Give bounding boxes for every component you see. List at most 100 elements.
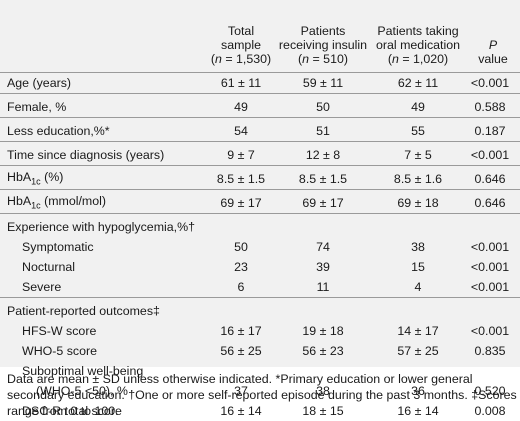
header-insulin: Patients receiving insulin (n = 510): [276, 0, 370, 73]
header-insulin-line1: Patients: [300, 24, 346, 38]
section-heading: Experience with hypoglycemia,%†: [7, 220, 196, 234]
cell-oral: 14 ± 17: [397, 324, 439, 338]
cell-insulin: 39: [316, 260, 330, 274]
table-row: Symptomatic 50 74 38 <0.001: [0, 237, 520, 257]
section-heading: Patient-reported outcomes‡: [7, 304, 160, 318]
table-footnote: Data are mean ± SD unless otherwise indi…: [7, 372, 517, 418]
header-total-line2: sample: [221, 38, 261, 52]
table-row: HbA1c (mmol/mol) 69 ± 17 69 ± 17 69 ± 18…: [0, 189, 520, 214]
row-label-continued: (WHO-5 <50), %: [36, 384, 128, 398]
table-row: HbA1c (%) 8.5 ± 1.5 8.5 ± 1.5 8.5 ± 1.6 …: [0, 165, 520, 190]
cell-insulin: 11: [316, 280, 330, 294]
cell-p-value: <0.001: [470, 324, 510, 338]
row-label: DSC-R total score: [22, 404, 122, 418]
cell-p-value: <0.001: [470, 280, 510, 294]
cell-total: 54: [234, 124, 248, 138]
table-row: Severe 6 11 4 <0.001: [0, 277, 520, 298]
row-label: HbA1c (mmol/mol): [7, 193, 107, 211]
row-label: WHO-5 score: [22, 344, 98, 358]
cell-p-value: 0.187: [474, 124, 506, 138]
table-row: HFS-W score 16 ± 17 19 ± 18 14 ± 17 <0.0…: [0, 321, 520, 341]
section-heading-row: Patient-reported outcomes‡: [0, 297, 520, 322]
cell-p-value: <0.001: [470, 148, 510, 162]
cell-p-value: 0.588: [474, 100, 506, 114]
header-insulin-line2: receiving insulin: [278, 38, 368, 52]
cell-insulin: 51: [316, 124, 330, 138]
cell-oral: 55: [411, 124, 425, 138]
cell-insulin: 19 ± 18: [302, 324, 344, 338]
cell-insulin: 38: [316, 384, 330, 398]
row-label: Less education,%*: [7, 124, 110, 138]
table-header-row: Total sample (n = 1,530) Patients receiv…: [0, 0, 520, 73]
cell-total: 23: [234, 260, 248, 274]
cell-total: 61 ± 11: [220, 76, 262, 90]
cell-total: 56 ± 25: [220, 344, 262, 358]
header-p-line2: value: [478, 52, 508, 66]
cell-insulin: 50: [316, 100, 330, 114]
cell-oral: 69 ± 18: [397, 196, 439, 210]
row-label: Nocturnal: [22, 260, 76, 274]
cell-p-value: 0.646: [474, 172, 506, 186]
cell-oral: 57 ± 25: [397, 344, 439, 358]
cell-oral: 16 ± 14: [397, 404, 439, 418]
row-label: Age (years): [7, 76, 72, 90]
cell-oral: 8.5 ± 1.6: [393, 172, 443, 186]
table-row: Female, % 49 50 49 0.588: [0, 93, 520, 118]
table-row: (WHO-5 <50), % 37 38 36 0.520: [0, 381, 520, 401]
header-total: Total sample (n = 1,530): [206, 0, 276, 73]
table-row: Nocturnal 23 39 15 <0.001: [0, 257, 520, 277]
cell-total: 49: [234, 100, 248, 114]
cell-insulin: 74: [316, 240, 330, 254]
cell-insulin: 59 ± 11: [302, 76, 344, 90]
cell-total: 50: [234, 240, 248, 254]
cell-oral: 62 ± 11: [397, 76, 439, 90]
cell-p-value: 0.646: [474, 196, 506, 210]
cell-insulin: 56 ± 23: [302, 344, 344, 358]
header-total-line1: Total: [227, 24, 255, 38]
row-label: HbA1c (%): [7, 169, 64, 187]
cell-total: 37: [234, 384, 248, 398]
header-p-value: P value: [466, 0, 520, 73]
cell-oral: 49: [411, 100, 425, 114]
row-label: Severe: [22, 280, 62, 294]
cell-total: 6: [237, 280, 245, 294]
section-heading-row: Experience with hypoglycemia,%†: [0, 213, 520, 238]
cell-p-value: 0.835: [474, 344, 506, 358]
cell-oral: 15: [411, 260, 425, 274]
row-label: Symptomatic: [22, 240, 94, 254]
cell-p-value: <0.001: [470, 76, 510, 90]
cell-insulin: 69 ± 17: [302, 196, 344, 210]
table-row: Time since diagnosis (years) 9 ± 7 12 ± …: [0, 141, 520, 166]
cell-p-value: 0.520: [474, 384, 506, 398]
table-row: DSC-R total score 16 ± 14 18 ± 15 16 ± 1…: [0, 401, 520, 421]
cell-total: 16 ± 17: [220, 324, 262, 338]
cell-insulin: 8.5 ± 1.5: [298, 172, 348, 186]
cell-p-value: <0.001: [470, 240, 510, 254]
header-total-line3: (n = 1,530): [210, 52, 272, 66]
header-insulin-line3: (n = 510): [298, 52, 348, 66]
cell-total: 69 ± 17: [220, 196, 262, 210]
cell-oral: 36: [411, 384, 425, 398]
header-p-line1: P: [488, 38, 498, 52]
table-row: WHO-5 score 56 ± 25 56 ± 23 57 ± 25 0.83…: [0, 341, 520, 361]
cell-p-value: <0.001: [470, 260, 510, 274]
cell-oral: 4: [414, 280, 422, 294]
cell-p-value: 0.008: [474, 404, 506, 418]
cell-oral: 38: [411, 240, 425, 254]
table-row: Suboptimal well-being: [0, 361, 520, 381]
cell-total: 8.5 ± 1.5: [216, 172, 266, 186]
header-oral-line2: oral medication: [375, 38, 461, 52]
cell-insulin: 18 ± 15: [302, 404, 344, 418]
header-blank: [0, 0, 206, 73]
row-label: Female, %: [7, 100, 67, 114]
header-oral-line3: (n = 1,020): [387, 52, 449, 66]
table-row: Age (years) 61 ± 11 59 ± 11 62 ± 11 <0.0…: [0, 73, 520, 94]
cell-insulin: 12 ± 8: [305, 148, 341, 162]
row-label: Time since diagnosis (years): [7, 148, 165, 162]
cell-oral: 7 ± 5: [404, 148, 432, 162]
cell-total: 16 ± 14: [220, 404, 262, 418]
table-row: Less education,%* 54 51 55 0.187: [0, 117, 520, 142]
